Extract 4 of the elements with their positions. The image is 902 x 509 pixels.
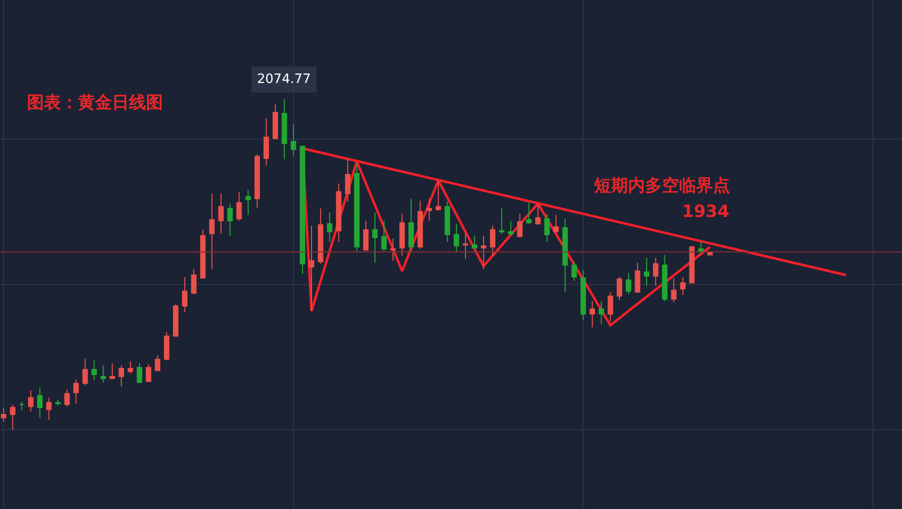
chart-title: 图表：黄金日线图	[27, 92, 164, 113]
annotation: 短期内多空临界点	[593, 176, 730, 196]
annotation: 1934	[682, 202, 730, 222]
annotation: 2074.77	[257, 72, 311, 87]
